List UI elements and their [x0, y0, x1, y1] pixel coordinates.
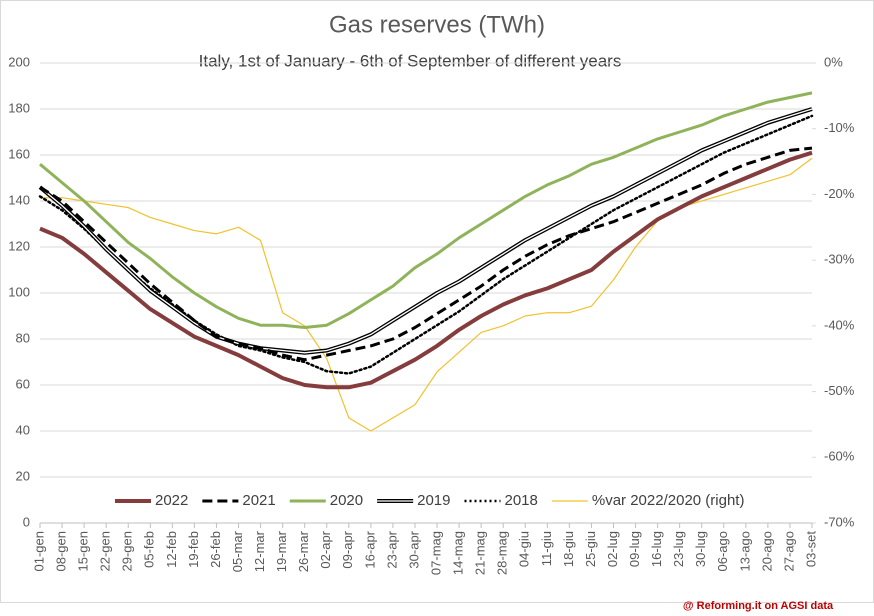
- x-tick-label: 30-apr: [406, 530, 421, 568]
- y2-tick-label: -70%: [824, 514, 855, 529]
- legend-item: 2022: [115, 492, 188, 509]
- x-tick-label: 15-gen: [76, 531, 91, 571]
- x-tick-label: 09-lug: [627, 531, 642, 567]
- x-tick-label: 21-mag: [473, 531, 488, 575]
- legend-label: 2021: [242, 492, 275, 509]
- x-tick-label: 07-mag: [428, 531, 443, 575]
- chart-subtitle: Italy, 1st of January - 6th of September…: [199, 51, 622, 70]
- x-tick-label: 16-apr: [362, 530, 377, 568]
- x-tick-label: 14-mag: [451, 531, 466, 575]
- legend-item: %var 2022/2020 (right): [551, 492, 745, 509]
- footer: @ Reforming.it on AGSI data: [683, 600, 834, 612]
- x-tick-label: 12-mar: [252, 530, 267, 572]
- y-tick-label: 200: [8, 54, 30, 69]
- x-tick-label: 19-mar: [274, 530, 289, 572]
- y-tick-label: 100: [8, 284, 30, 299]
- series-line: [39, 91, 813, 329]
- legend-label: 2018: [505, 492, 538, 509]
- y2-tick-label: -40%: [824, 317, 855, 332]
- y-tick-label: 40: [16, 422, 30, 437]
- x-tick-label: 11-giu: [539, 531, 554, 566]
- x-tick-label: 20-ago: [759, 531, 774, 571]
- x-tick-label: 28-mag: [495, 531, 510, 575]
- y2-tick-label: -20%: [824, 186, 855, 201]
- legend-label: 2022: [155, 492, 188, 509]
- x-tick-label: 25-giu: [583, 531, 598, 567]
- x-tick-label: 30-lug: [693, 531, 708, 567]
- x-tick-label: 23-apr: [384, 530, 399, 568]
- y-tick-label: 120: [8, 238, 30, 253]
- legend-item: 2020: [289, 492, 363, 509]
- y2-tick-label: -50%: [824, 383, 855, 398]
- x-tick-label: 16-lug: [649, 531, 664, 567]
- x-tick-label: 03-set: [803, 531, 818, 568]
- x-tick-label: 12-feb: [164, 531, 179, 568]
- x-tick-label: 29-gen: [120, 531, 135, 571]
- legend-item: 2019: [377, 492, 451, 509]
- x-tick-label: 04-giu: [517, 531, 532, 567]
- chart-frame: [0, 0, 874, 603]
- y-tick-label: 60: [16, 376, 30, 391]
- y-tick-label: 0: [23, 514, 30, 529]
- y-tick-label: 20: [16, 468, 30, 483]
- y2-tick-label: 0%: [824, 54, 843, 69]
- y-tick-label: 160: [8, 146, 30, 161]
- x-tick-label: 05-feb: [142, 531, 157, 568]
- series-line: [39, 146, 813, 362]
- y-tick-label: 80: [16, 330, 30, 345]
- x-tick-label: 23-lug: [671, 531, 686, 567]
- x-tick-label: 06-ago: [715, 531, 730, 571]
- x-tick-label: 27-ago: [781, 531, 796, 571]
- x-tick-label: 02-apr: [318, 530, 333, 568]
- series-line-inner: [39, 108, 813, 354]
- x-tick-label: 19-feb: [186, 531, 201, 568]
- legend-label: %var 2022/2020 (right): [592, 492, 745, 509]
- x-tick-label: 26-mar: [296, 530, 311, 572]
- x-tick-label: 09-apr: [340, 530, 355, 568]
- x-tick-label: 05-mar: [230, 530, 245, 572]
- x-tick-label: 22-gen: [98, 531, 113, 571]
- x-tick-label: 13-ago: [737, 531, 752, 571]
- y-tick-label: 180: [8, 100, 30, 115]
- series-line: [39, 150, 813, 390]
- x-tick-label: 26-feb: [208, 531, 223, 568]
- y-tick-label: 140: [8, 192, 30, 207]
- legend-item: 2018: [464, 492, 538, 509]
- x-tick-label: 02-lug: [605, 531, 620, 567]
- legend-label: 2020: [330, 492, 363, 509]
- x-tick-label: 18-giu: [561, 531, 576, 567]
- y2-tick-label: -10%: [824, 120, 855, 135]
- x-tick-label: 08-gen: [53, 531, 68, 571]
- legend-label: 2019: [417, 492, 450, 509]
- x-tick-label: 01-gen: [31, 531, 46, 571]
- y2-tick-label: -30%: [824, 252, 855, 267]
- y2-tick-label: -60%: [824, 449, 855, 464]
- legend-item: 2021: [202, 492, 276, 509]
- chart-title: Gas reserves (TWh): [329, 11, 545, 38]
